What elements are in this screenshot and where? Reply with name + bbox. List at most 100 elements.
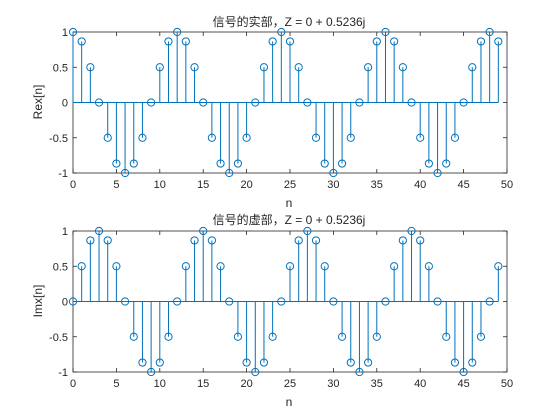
stem-marker <box>372 332 381 341</box>
x-tick-label: 15 <box>197 378 209 390</box>
stem-marker <box>285 262 295 271</box>
x-tick-label: 30 <box>327 179 339 191</box>
y-tick-label: -0.5 <box>49 133 68 145</box>
stem-marker <box>433 297 442 306</box>
stem-marker <box>442 159 451 168</box>
stem-marker <box>416 236 425 245</box>
plot-title: 信号的实部，Z = 0 + 0.5236j <box>213 14 366 29</box>
stem-marker <box>364 358 373 367</box>
stem-marker <box>450 133 460 142</box>
stem-marker <box>155 63 164 72</box>
x-tick-label: 40 <box>414 378 426 390</box>
stem-marker <box>485 297 494 306</box>
x-tick-label: 20 <box>240 179 252 191</box>
x-tick-label: 5 <box>113 378 119 390</box>
subplot-real-part: 信号的实部，Z = 0 + 0.5236j Rex[n] n 0 5 10 15 20 2… <box>31 14 513 210</box>
x-tick-label: 5 <box>113 179 119 191</box>
stem-marker <box>268 37 277 46</box>
y-tick-label: 1 <box>62 27 68 39</box>
stem-marker <box>173 297 182 306</box>
stem-marker <box>355 367 364 377</box>
stem-marker <box>294 236 303 245</box>
x-tick-label: 10 <box>154 378 166 390</box>
stem-marker <box>355 98 364 107</box>
stem-marker <box>68 297 78 306</box>
stem-marker <box>129 332 138 341</box>
stem-marker <box>77 262 86 271</box>
stem-marker <box>225 168 234 178</box>
stem-marker <box>468 63 477 72</box>
stem-marker <box>277 297 286 306</box>
stem-marker <box>216 262 225 271</box>
stem-marker <box>320 262 329 271</box>
stem-marker <box>181 37 190 46</box>
stem-marker <box>138 133 147 142</box>
stem-marker <box>476 37 486 46</box>
stem-marker <box>476 332 486 341</box>
stem-marker <box>103 133 112 142</box>
x-tick-label: 35 <box>371 378 383 390</box>
x-tick-label: 25 <box>284 378 296 390</box>
stem-marker <box>112 159 121 168</box>
stem-marker <box>112 262 121 271</box>
x-tick-label: 35 <box>371 179 383 191</box>
stem-marker <box>407 98 416 107</box>
x-axis-label: n <box>286 196 293 210</box>
stem-marker <box>450 358 460 367</box>
stem-marker <box>147 98 156 107</box>
stem-marker <box>294 63 303 72</box>
stem-marker <box>494 262 503 271</box>
stem-marker <box>442 332 451 341</box>
x-tick-label: 0 <box>70 179 76 191</box>
stem-marker <box>329 297 338 306</box>
y-tick-label: 0 <box>62 297 68 309</box>
stem-marker <box>337 159 347 168</box>
stem-marker <box>181 262 190 271</box>
stem-marker <box>190 236 199 245</box>
stem-marker <box>398 63 407 72</box>
stem-marker <box>364 63 373 72</box>
stem-marker <box>381 297 390 306</box>
stem-marker <box>346 133 355 142</box>
stem-marker <box>164 37 173 46</box>
stem-marker <box>381 27 390 37</box>
x-axis-label: n <box>286 395 293 409</box>
stem-marker <box>433 168 442 178</box>
stem-marker <box>277 27 286 37</box>
plot-title: 信号的虚部，Z = 0 + 0.5236j <box>213 212 366 227</box>
stem-marker <box>138 358 147 367</box>
stem-marker <box>416 133 425 142</box>
stem-marker <box>468 358 477 367</box>
stem-marker <box>190 63 199 72</box>
stem-marker <box>94 226 104 236</box>
stem-marker <box>459 98 468 107</box>
stem-marker <box>103 236 112 245</box>
y-tick-label: -0.5 <box>49 332 68 344</box>
y-tick-label: 1 <box>62 226 68 238</box>
x-tick-label: 50 <box>501 378 513 390</box>
x-tick-label: 45 <box>457 179 469 191</box>
stem-marker <box>337 332 347 341</box>
stem-marker <box>199 226 208 236</box>
x-tick-label: 25 <box>284 179 296 191</box>
stem-marker <box>311 133 321 142</box>
stem-marker <box>320 159 329 168</box>
x-tick-label: 20 <box>240 378 252 390</box>
x-tick-label: 40 <box>414 179 426 191</box>
y-tick-label: 0.5 <box>53 261 68 273</box>
stem-marker <box>86 63 95 72</box>
stem-marker <box>199 98 208 107</box>
stem-marker <box>147 367 156 377</box>
x-tick-label: 45 <box>457 378 469 390</box>
stem-marker <box>346 358 355 367</box>
stem-marker <box>390 262 399 271</box>
stem-marker <box>485 27 494 37</box>
stem-marker <box>259 358 269 367</box>
stem-marker <box>251 98 260 107</box>
stem-marker <box>311 236 321 245</box>
y-tick-label: -1 <box>58 367 68 379</box>
stem-marker <box>77 37 86 46</box>
stem-marker <box>207 236 216 245</box>
stem-marker <box>129 159 138 168</box>
